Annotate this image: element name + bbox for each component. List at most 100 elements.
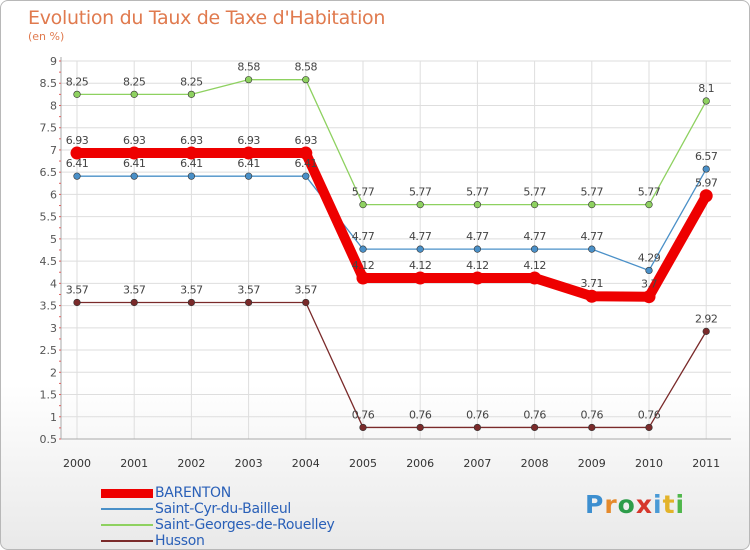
series-line-husson bbox=[76, 301, 707, 429]
data-label-barenton: 4.12 bbox=[523, 259, 546, 272]
data-label-saint-cyr-du-bailleul: 4.77 bbox=[466, 230, 489, 243]
data-label-husson: 3.57 bbox=[123, 283, 146, 296]
data-label-husson: 3.57 bbox=[180, 283, 203, 296]
data-point-husson bbox=[530, 423, 539, 432]
data-label-barenton: 4.12 bbox=[352, 259, 375, 272]
data-label-saint-georges-de-rouelley: 5.77 bbox=[352, 186, 375, 199]
series-line-barenton bbox=[72, 148, 712, 302]
data-point-husson bbox=[588, 423, 596, 432]
data-point-barenton bbox=[299, 146, 313, 160]
logo-letter: r bbox=[604, 490, 618, 519]
data-label-saint-cyr-du-bailleul: 4.77 bbox=[581, 230, 604, 243]
y-tick-label: 6 bbox=[50, 188, 57, 201]
legend-swatch bbox=[101, 540, 153, 542]
y-tick-label: 7 bbox=[50, 144, 57, 157]
data-label-barenton: 6.93 bbox=[66, 134, 89, 147]
data-label-barenton: 6.93 bbox=[123, 134, 146, 147]
data-label-husson: 3.57 bbox=[237, 283, 260, 296]
data-label-saint-georges-de-rouelley: 5.77 bbox=[466, 186, 489, 199]
data-point-saint-cyr-du-bailleul bbox=[73, 172, 81, 180]
logo-letter: i bbox=[653, 490, 663, 519]
data-point-saint-cyr-du-bailleul bbox=[245, 172, 253, 180]
data-point-barenton bbox=[413, 271, 427, 285]
data-label-barenton: 6.93 bbox=[237, 134, 260, 147]
data-point-saint-georges-de-rouelley bbox=[359, 201, 367, 209]
logo-letter: t bbox=[662, 490, 676, 519]
data-point-husson bbox=[702, 327, 710, 335]
series-line-saint-georges-de-rouelley bbox=[76, 79, 707, 206]
series-line-saint-cyr-du-bailleul bbox=[76, 168, 707, 272]
data-point-saint-cyr-du-bailleul bbox=[473, 245, 482, 253]
data-label-saint-cyr-du-bailleul: 6.41 bbox=[123, 157, 146, 170]
data-point-barenton bbox=[242, 146, 256, 160]
data-label-saint-georges-de-rouelley: 5.77 bbox=[581, 186, 604, 199]
y-tick-label: 2 bbox=[50, 366, 57, 379]
data-label-husson: 0.76 bbox=[581, 408, 604, 421]
legend-label: Husson bbox=[155, 533, 205, 549]
y-tick-label: 1.5 bbox=[40, 389, 58, 402]
proxiti-logo: Proxiti bbox=[585, 490, 685, 519]
data-label-barenton: 5.97 bbox=[695, 177, 718, 190]
legend-swatch bbox=[101, 488, 153, 498]
x-tick-label: 2007 bbox=[463, 457, 491, 470]
data-label-husson: 3.57 bbox=[295, 283, 318, 296]
data-label-barenton: 6.93 bbox=[180, 134, 203, 147]
data-point-saint-cyr-du-bailleul bbox=[187, 172, 195, 180]
legend-label: Saint-Cyr-du-Bailleul bbox=[155, 501, 291, 517]
x-tick-label: 2002 bbox=[177, 457, 205, 470]
data-point-husson bbox=[73, 298, 81, 307]
data-point-saint-cyr-du-bailleul bbox=[359, 245, 367, 253]
data-point-husson bbox=[302, 298, 310, 307]
data-point-husson bbox=[187, 298, 195, 307]
data-label-saint-cyr-du-bailleul: 6.41 bbox=[295, 157, 318, 170]
data-label-saint-cyr-du-bailleul: 6.41 bbox=[180, 157, 203, 170]
legend-swatch bbox=[101, 524, 153, 526]
y-tick-label: 6.5 bbox=[40, 166, 58, 179]
logo-letter: i bbox=[675, 490, 686, 519]
y-tick-label: 3.5 bbox=[40, 300, 58, 313]
data-label-saint-cyr-du-bailleul: 4.77 bbox=[352, 230, 375, 243]
data-point-barenton bbox=[528, 271, 542, 285]
x-tick-label: 2000 bbox=[63, 457, 91, 470]
data-point-saint-georges-de-rouelley bbox=[530, 201, 539, 209]
data-point-husson bbox=[130, 298, 138, 307]
data-point-barenton bbox=[127, 146, 141, 160]
data-point-husson bbox=[473, 423, 482, 432]
y-tick-label: 2.5 bbox=[40, 344, 58, 357]
data-label-barenton: 3.7 bbox=[641, 278, 657, 291]
legend-swatch bbox=[101, 508, 153, 510]
y-tick-label: 3 bbox=[50, 322, 57, 335]
data-label-saint-georges-de-rouelley: 5.77 bbox=[638, 186, 661, 199]
data-label-saint-cyr-du-bailleul: 6.41 bbox=[66, 157, 89, 170]
y-tick-label: 5 bbox=[50, 233, 57, 246]
data-label-saint-georges-de-rouelley: 8.25 bbox=[180, 75, 203, 88]
data-point-saint-georges-de-rouelley bbox=[702, 97, 710, 105]
data-point-saint-georges-de-rouelley bbox=[73, 90, 81, 98]
x-tick-label: 2004 bbox=[292, 457, 320, 470]
data-label-saint-georges-de-rouelley: 5.77 bbox=[523, 186, 546, 199]
data-point-saint-georges-de-rouelley bbox=[473, 201, 482, 209]
x-tick-label: 2011 bbox=[692, 457, 720, 470]
data-label-saint-cyr-du-bailleul: 4.77 bbox=[523, 230, 546, 243]
y-tick-label: 9 bbox=[50, 55, 57, 68]
logo-letter: x bbox=[635, 490, 653, 519]
data-label-barenton: 4.12 bbox=[409, 259, 432, 272]
y-tick-label: 5.5 bbox=[40, 211, 58, 224]
data-point-saint-georges-de-rouelley bbox=[130, 90, 138, 98]
data-point-saint-cyr-du-bailleul bbox=[416, 245, 424, 253]
x-tick-label: 2006 bbox=[406, 457, 434, 470]
data-label-saint-cyr-du-bailleul: 4.77 bbox=[409, 230, 432, 243]
data-label-saint-georges-de-rouelley: 8.58 bbox=[295, 61, 318, 74]
data-label-saint-cyr-du-bailleul: 4.29 bbox=[638, 251, 661, 264]
y-tick-label: 1 bbox=[50, 411, 57, 424]
legend-label: BARENTON bbox=[155, 485, 231, 501]
data-point-saint-cyr-du-bailleul bbox=[645, 266, 653, 275]
data-point-barenton bbox=[585, 289, 599, 303]
data-label-barenton: 6.93 bbox=[295, 134, 318, 147]
x-tick-label: 2008 bbox=[521, 457, 549, 470]
data-label-saint-georges-de-rouelley: 8.25 bbox=[123, 75, 146, 88]
data-point-saint-georges-de-rouelley bbox=[187, 90, 195, 98]
data-label-saint-georges-de-rouelley: 5.77 bbox=[409, 186, 432, 199]
y-tick-label: 0.5 bbox=[40, 433, 58, 446]
